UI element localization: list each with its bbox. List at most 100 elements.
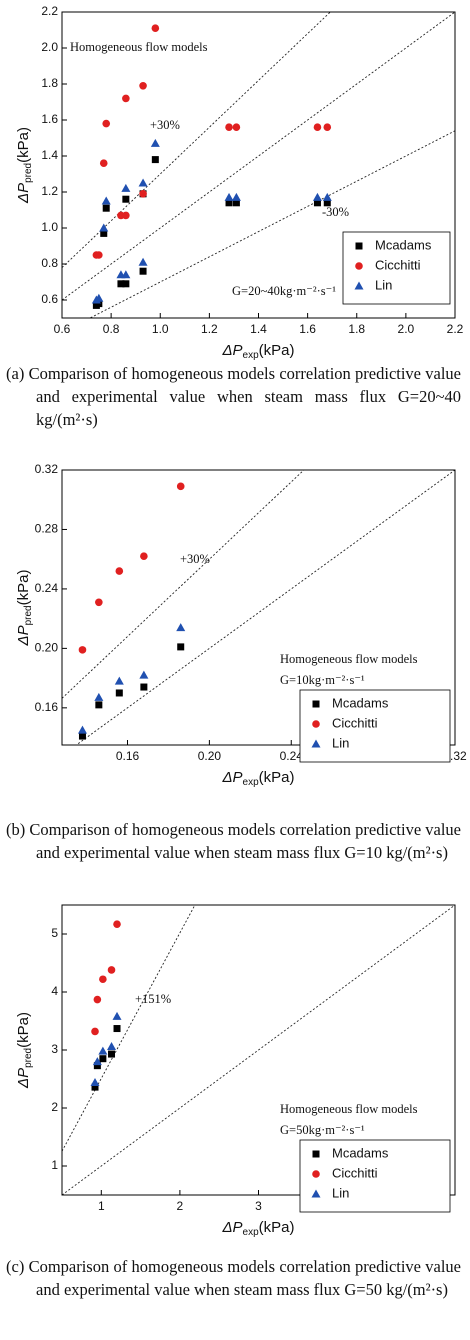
point: [99, 159, 108, 167]
y-tick-label: 1: [51, 1158, 58, 1172]
legend-label: Mcadams: [332, 695, 389, 710]
y-axis-label: ΔPpred(kPa): [15, 1012, 34, 1089]
x-tick-label: 1.4: [250, 322, 267, 336]
point: [102, 204, 110, 212]
legend-marker: [355, 242, 363, 250]
point: [312, 192, 322, 201]
x-tick-label: 2.0: [398, 322, 415, 336]
legend-marker: [355, 262, 363, 270]
x-tick-label: 0.16: [116, 749, 140, 763]
x-tick-label: 1.6: [299, 322, 316, 336]
y-tick-label: 2.2: [41, 4, 58, 18]
point: [114, 676, 124, 685]
legend-label: Mcadams: [375, 237, 432, 252]
annotation: -30%: [322, 205, 349, 219]
annotation: +30%: [180, 552, 210, 566]
x-tick-label: 1.2: [201, 322, 218, 336]
annotation: Homogeneous flow models: [280, 1102, 418, 1116]
point: [139, 82, 147, 90]
x-tick-label: 0.24: [280, 749, 304, 763]
point: [102, 119, 111, 128]
y-tick-label: 2: [51, 1100, 58, 1114]
legend-label: Lin: [332, 735, 349, 750]
x-axis-label: ΔPexp(kPa): [221, 769, 294, 788]
label-unit: (kPa): [259, 769, 295, 786]
y-tick-label: 1.8: [41, 76, 58, 90]
point: [95, 251, 103, 259]
label-unit: (kPa): [15, 1012, 32, 1048]
legend-label: Cicchitti: [375, 257, 421, 272]
point: [113, 920, 121, 928]
label-sub: exp: [243, 1227, 260, 1238]
point: [77, 725, 87, 734]
point: [151, 24, 160, 32]
point: [122, 94, 130, 103]
x-axis-label: ΔPexp(kPa): [221, 1219, 294, 1238]
point: [91, 1083, 99, 1091]
legend-label: Lin: [375, 277, 392, 292]
point: [113, 1025, 121, 1033]
point: [93, 1062, 101, 1070]
reference-line: [75, 470, 455, 745]
point: [117, 280, 125, 288]
label-symbol: ΔP: [15, 625, 32, 646]
legend-marker: [312, 700, 320, 708]
annotation: +151%: [135, 992, 171, 1006]
reference-line: [62, 905, 455, 1195]
point: [78, 646, 87, 654]
point: [93, 995, 102, 1004]
label-sub: exp: [243, 350, 260, 361]
point: [122, 211, 130, 220]
point: [115, 689, 123, 697]
label-sub: pred: [23, 605, 34, 625]
legend-marker: [312, 1150, 320, 1158]
y-tick-label: 1.0: [41, 220, 58, 234]
point: [225, 199, 233, 207]
legend-marker: [354, 281, 364, 290]
point: [115, 567, 124, 575]
point: [100, 229, 108, 237]
point: [151, 156, 159, 164]
point: [323, 123, 332, 131]
y-tick-label: 2.0: [41, 40, 58, 54]
x-tick-label: 0.6: [54, 322, 71, 336]
point: [232, 199, 240, 207]
label-unit: (kPa): [259, 342, 295, 359]
point: [121, 270, 131, 279]
point: [176, 482, 185, 491]
annotation: G=10kg·m⁻²·s⁻¹: [280, 673, 365, 687]
x-tick-label: 0.8: [103, 322, 120, 336]
point: [95, 598, 103, 607]
y-tick-label: 4: [51, 984, 58, 998]
y-tick-label: 0.6: [41, 292, 58, 306]
legend-marker: [312, 720, 320, 728]
x-tick-label: 1.0: [152, 322, 169, 336]
y-tick-label: 1.6: [41, 112, 58, 126]
legend-label: Cicchitti: [332, 1165, 378, 1180]
legend-box: [299, 689, 451, 763]
label-unit: (kPa): [15, 570, 32, 606]
caption: (b) Comparison of homogeneous models cor…: [6, 820, 461, 862]
y-tick-label: 1.2: [41, 184, 58, 198]
y-tick-label: 3: [51, 1042, 58, 1056]
label-symbol: ΔP: [221, 1219, 242, 1236]
x-tick-label: 2.2: [447, 322, 464, 336]
point: [94, 293, 104, 302]
label-symbol: ΔP: [15, 183, 32, 204]
legend-label: Cicchitti: [332, 715, 378, 730]
point: [92, 1057, 102, 1066]
y-tick-label: 5: [51, 926, 58, 940]
legend-marker: [311, 1189, 321, 1198]
point: [78, 732, 86, 740]
point: [101, 196, 111, 205]
x-axis-label: ΔPexp(kPa): [221, 342, 294, 361]
annotation: +30%: [150, 118, 180, 132]
y-axis-label: ΔPpred(kPa): [15, 570, 34, 647]
legend-marker: [311, 739, 321, 748]
point: [90, 1077, 100, 1086]
point: [150, 138, 160, 147]
y-tick-label: 0.24: [35, 581, 59, 595]
point: [139, 670, 149, 679]
